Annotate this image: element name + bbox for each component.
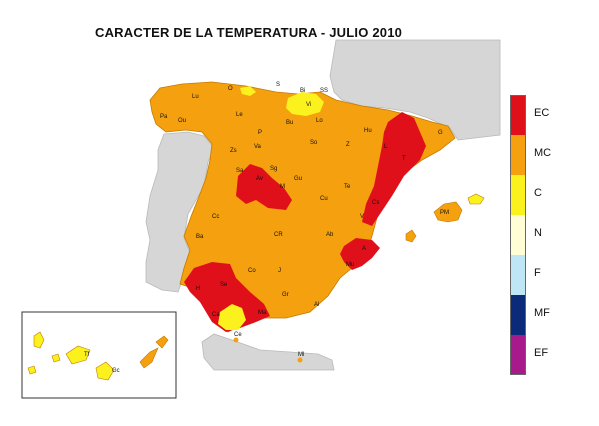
city-j: J xyxy=(278,268,281,274)
ec-region-murcia xyxy=(340,238,380,270)
city-al: Al xyxy=(314,302,319,308)
c-region-cadiz xyxy=(218,304,246,330)
island-mallorca xyxy=(433,201,463,223)
city-ml: Ml xyxy=(298,352,304,358)
city-v: V xyxy=(360,214,364,220)
legend-label: MF xyxy=(534,307,550,319)
city-pm: PM xyxy=(440,210,449,216)
legend-item: EC xyxy=(510,95,590,135)
ec-region-northeast xyxy=(362,112,426,226)
city-ma: Ma xyxy=(258,310,267,316)
canary-island-hierro xyxy=(27,365,37,375)
city-ba: Ba xyxy=(196,234,204,240)
legend-swatch xyxy=(510,215,526,255)
city-z: Z xyxy=(346,142,350,148)
canary-island-fuerteventura xyxy=(139,347,159,369)
city-gr: Gr xyxy=(282,292,289,298)
city-a: A xyxy=(362,246,366,252)
city-lu: Lu xyxy=(192,94,199,100)
city-gu: Gu xyxy=(294,176,302,182)
legend-item: MC xyxy=(510,135,590,175)
city-cu: Cu xyxy=(320,196,328,202)
legend-label: C xyxy=(534,187,542,199)
city-labels: S Bi SS O Lu Vi Pa Le Ou Bu Lo Hu G P Zs… xyxy=(84,82,449,374)
canary-island-gomera xyxy=(51,353,61,363)
legend-item: F xyxy=(510,255,590,295)
legend-swatch xyxy=(510,95,526,135)
city-o: O xyxy=(228,86,233,92)
city-bi: Bi xyxy=(300,88,305,94)
legend-label: MC xyxy=(534,147,552,159)
city-se: Se xyxy=(220,282,228,288)
legend-swatch xyxy=(510,135,526,175)
legend-label: EF xyxy=(534,347,549,359)
canary-island-grancanaria xyxy=(95,361,115,381)
city-va: Va xyxy=(254,144,262,150)
city-ab: Ab xyxy=(326,232,334,238)
city-sa: Sa xyxy=(236,168,244,174)
canary-island-lapalma xyxy=(33,331,45,349)
ec-region-andalucia xyxy=(184,262,270,332)
map-title: CARACTER DE LA TEMPERATURA - JULIO 2010 xyxy=(95,25,403,40)
legend-label: N xyxy=(534,227,542,239)
c-region-basque xyxy=(286,92,324,116)
ec-region-madrid xyxy=(236,164,292,210)
city-cc: Cc xyxy=(212,214,219,220)
morocco-land xyxy=(201,333,335,371)
city-l: L xyxy=(384,144,388,150)
city-sg: Sg xyxy=(270,166,277,172)
city-pa: Pa xyxy=(160,114,168,120)
city-so: So xyxy=(310,140,318,146)
city-s: S xyxy=(276,82,280,88)
city-ca: Ca xyxy=(212,312,220,318)
city-tf: Tf xyxy=(84,352,90,358)
city-h: H xyxy=(196,286,200,292)
legend: EC MC C N F MF EF xyxy=(510,95,590,375)
legend-item: N xyxy=(510,215,590,255)
city-co: Co xyxy=(248,268,256,274)
city-te: Te xyxy=(344,184,351,190)
island-ibiza xyxy=(405,229,417,243)
city-gc: Gc xyxy=(112,368,120,374)
city-g: G xyxy=(438,130,443,136)
island-menorca xyxy=(467,193,485,205)
legend-item: MF xyxy=(510,295,590,335)
city-bu: Bu xyxy=(286,120,293,126)
city-le: Le xyxy=(236,112,243,118)
city-m: M xyxy=(280,184,285,190)
city-mu: Mu xyxy=(346,262,354,268)
melilla xyxy=(297,357,303,363)
legend-swatch xyxy=(510,335,526,375)
legend-item: C xyxy=(510,175,590,215)
city-t: T xyxy=(402,156,406,162)
legend-swatch xyxy=(510,295,526,335)
city-ce: Ce xyxy=(234,332,242,338)
canary-island-lanzarote xyxy=(155,335,169,349)
c-region-asturias xyxy=(240,86,256,96)
ceuta xyxy=(233,337,239,343)
city-cs: Cs xyxy=(372,200,379,206)
legend-label: EC xyxy=(534,107,550,119)
city-cr: CR xyxy=(274,232,283,238)
legend-swatch xyxy=(510,175,526,215)
france-land xyxy=(329,39,501,141)
city-ou: Ou xyxy=(178,118,186,124)
legend-swatch xyxy=(510,255,526,295)
legend-label: F xyxy=(534,267,541,279)
city-hu: Hu xyxy=(364,128,372,134)
city-vi: Vi xyxy=(306,102,311,108)
legend-item: EF xyxy=(510,335,590,375)
city-av: Av xyxy=(256,176,263,182)
city-lo: Lo xyxy=(316,118,323,124)
canary-island-tenerife xyxy=(65,345,91,365)
city-zs: Zs xyxy=(230,148,237,154)
city-p: P xyxy=(258,130,262,136)
city-ss: SS xyxy=(320,88,328,94)
